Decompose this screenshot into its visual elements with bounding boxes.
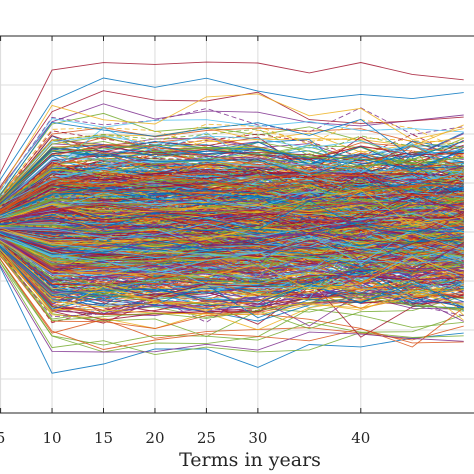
series-line bbox=[0, 175, 464, 217]
series-line bbox=[0, 149, 464, 205]
series-line bbox=[0, 248, 464, 314]
series-line bbox=[0, 241, 464, 298]
series-line bbox=[0, 242, 464, 289]
series-line bbox=[0, 223, 464, 248]
series-line bbox=[0, 260, 464, 353]
series-line bbox=[0, 245, 464, 307]
series-line bbox=[0, 219, 464, 234]
series-line bbox=[0, 181, 464, 216]
series-line bbox=[0, 233, 464, 274]
series-line bbox=[0, 232, 464, 267]
series-line bbox=[0, 200, 464, 233]
series-line bbox=[0, 235, 464, 265]
series-line bbox=[0, 152, 464, 207]
series-line bbox=[0, 225, 464, 252]
series-line bbox=[0, 145, 464, 202]
series-line bbox=[0, 206, 464, 235]
series-line bbox=[0, 172, 464, 211]
series-line bbox=[0, 242, 464, 295]
series-line bbox=[0, 230, 464, 258]
series-line bbox=[0, 159, 464, 208]
series-line bbox=[0, 245, 464, 304]
series-line bbox=[0, 202, 464, 223]
series-line bbox=[0, 237, 464, 275]
x-tick-label: 40 bbox=[351, 429, 370, 447]
series-line bbox=[0, 247, 464, 316]
series-line bbox=[0, 90, 464, 189]
series-line bbox=[0, 233, 464, 262]
series-line bbox=[0, 77, 464, 182]
series-line bbox=[0, 144, 464, 202]
series-line bbox=[0, 103, 464, 190]
series-line bbox=[0, 188, 464, 215]
series-line bbox=[0, 152, 464, 206]
series-line bbox=[0, 118, 464, 197]
series-line bbox=[0, 144, 464, 203]
series-line bbox=[0, 257, 464, 350]
series-line bbox=[0, 248, 464, 338]
series-line bbox=[0, 218, 464, 244]
series-line bbox=[0, 196, 464, 225]
series-line bbox=[0, 258, 464, 346]
series-line bbox=[0, 254, 464, 348]
series-line bbox=[0, 235, 464, 270]
series-line bbox=[0, 189, 464, 226]
series-line bbox=[0, 243, 464, 301]
series-line bbox=[0, 245, 464, 309]
series-line bbox=[0, 61, 464, 175]
x-tick-label: 30 bbox=[248, 429, 267, 447]
series-line bbox=[0, 136, 464, 201]
series-line bbox=[0, 228, 464, 246]
series-line bbox=[0, 235, 464, 272]
series-line bbox=[0, 242, 464, 298]
series-line bbox=[0, 227, 464, 285]
x-tick-label: 20 bbox=[145, 429, 164, 447]
series-line bbox=[0, 222, 464, 234]
series-line bbox=[0, 200, 464, 238]
series-line bbox=[0, 231, 464, 261]
series-line bbox=[0, 231, 464, 299]
series-line bbox=[0, 214, 464, 237]
series-line bbox=[0, 177, 464, 214]
x-tick-label: 10 bbox=[42, 429, 61, 447]
series-line bbox=[0, 135, 464, 201]
series-line bbox=[0, 171, 464, 214]
series-line bbox=[0, 205, 464, 263]
series-line bbox=[0, 215, 464, 229]
series-line bbox=[0, 265, 464, 374]
series-line bbox=[0, 154, 464, 208]
series-line bbox=[0, 118, 464, 193]
series-lines bbox=[0, 61, 465, 374]
series-line bbox=[0, 251, 464, 316]
series-line bbox=[0, 252, 464, 323]
series-line bbox=[0, 212, 464, 239]
series-line bbox=[0, 227, 464, 252]
series-line bbox=[0, 220, 464, 255]
series-line bbox=[0, 107, 464, 193]
series-line bbox=[0, 93, 464, 191]
series-line bbox=[0, 236, 464, 274]
series-line bbox=[0, 128, 464, 199]
series-line bbox=[0, 248, 464, 306]
series-line bbox=[0, 234, 464, 273]
series-line bbox=[0, 248, 464, 316]
series-line bbox=[0, 240, 464, 286]
series-line bbox=[0, 112, 464, 196]
series-line bbox=[0, 135, 464, 199]
series-line bbox=[0, 252, 464, 322]
axes-frame bbox=[0, 35, 474, 414]
x-tick-label: 5 bbox=[0, 429, 5, 447]
x-tick-labels: 5 10 15 20 25 30 40 bbox=[0, 429, 370, 447]
series-line bbox=[0, 248, 464, 311]
x-tick-label: 25 bbox=[197, 429, 216, 447]
series-line bbox=[0, 214, 464, 238]
series-line bbox=[0, 174, 464, 215]
series-line bbox=[0, 239, 464, 291]
series-line bbox=[0, 170, 464, 209]
series-line bbox=[0, 263, 464, 353]
x-tick-label: 15 bbox=[94, 429, 113, 447]
x-axis-label: Terms in years bbox=[179, 449, 321, 471]
